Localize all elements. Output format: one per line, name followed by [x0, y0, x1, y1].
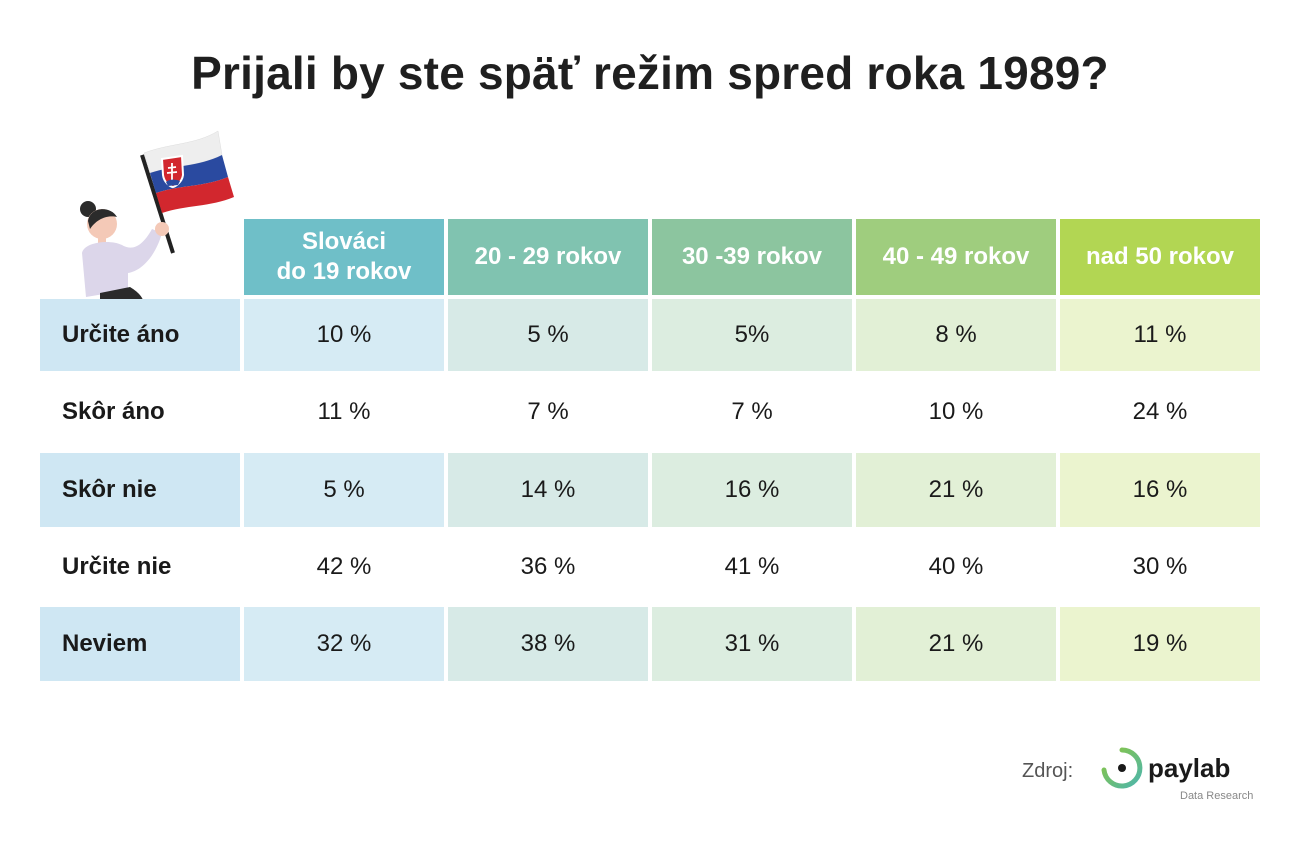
table-cell: 19 %	[1060, 607, 1260, 681]
table-cell: 5 %	[448, 299, 648, 371]
table-cell: 32 %	[244, 607, 444, 681]
logo-tagline: Data Research	[1180, 790, 1253, 802]
col-header-line: 20 - 29 rokov	[474, 243, 622, 270]
col-header: nad 50 rokov	[1060, 219, 1260, 295]
logo-dot-icon	[1118, 764, 1126, 772]
col-header-line: 40 - 49 rokov	[882, 243, 1030, 270]
row-label: Skôr nie	[40, 453, 240, 527]
flag-pole	[140, 154, 175, 254]
col-header-line: Slováci	[301, 228, 387, 255]
logo-ring-icon	[1101, 747, 1143, 789]
table-cell: 42 %	[244, 531, 444, 603]
table-cell: 31 %	[652, 607, 852, 681]
table-corner	[40, 219, 240, 295]
row-label: Skôr áno	[40, 375, 240, 449]
woman-shirt	[82, 229, 162, 297]
table-cell: 10 %	[856, 375, 1056, 449]
table-cell: 21 %	[856, 453, 1056, 527]
col-header-line: nad 50 rokov	[1085, 243, 1235, 270]
results-table: Slováci do 19 rokov 20 - 29 rokov 30 -39…	[40, 219, 1260, 681]
row-label: Neviem	[40, 607, 240, 681]
logo-brand: paylab	[1148, 753, 1230, 783]
table-cell: 14 %	[448, 453, 648, 527]
row-label: Určite nie	[40, 531, 240, 603]
flag-red-stripe	[156, 177, 234, 213]
table-cell: 16 %	[1060, 453, 1260, 527]
table-cell: 10 %	[244, 299, 444, 371]
table-cell: 41 %	[652, 531, 852, 603]
table-cell: 30 %	[1060, 531, 1260, 603]
table-cell: 7 %	[652, 375, 852, 449]
table-cell: 11 %	[244, 375, 444, 449]
row-label: Určite áno	[40, 299, 240, 371]
table-cell: 16 %	[652, 453, 852, 527]
col-header: 20 - 29 rokov	[448, 219, 648, 295]
table-cell: 40 %	[856, 531, 1056, 603]
col-header: 40 - 49 rokov	[856, 219, 1056, 295]
col-header: Slováci do 19 rokov	[244, 219, 444, 295]
table-cell: 5 %	[244, 453, 444, 527]
table-cell: 5%	[652, 299, 852, 371]
col-header: 30 -39 rokov	[652, 219, 852, 295]
source-label: Zdroj:	[1022, 760, 1074, 782]
col-header-line: do 19 rokov	[276, 258, 412, 285]
table-cell: 38 %	[448, 607, 648, 681]
col-header-line: 30 -39 rokov	[681, 243, 823, 270]
table-cell: 21 %	[856, 607, 1056, 681]
table-cell: 36 %	[448, 531, 648, 603]
chart-title: Prijali by ste späť režim spred roka 198…	[191, 47, 1109, 99]
paylab-logo: paylab Data Research	[1101, 747, 1253, 802]
table-cell: 11 %	[1060, 299, 1260, 371]
table-cell: 24 %	[1060, 375, 1260, 449]
table-cell: 7 %	[448, 375, 648, 449]
table-cell: 8 %	[856, 299, 1056, 371]
woman-with-flag-illustration	[80, 130, 234, 305]
